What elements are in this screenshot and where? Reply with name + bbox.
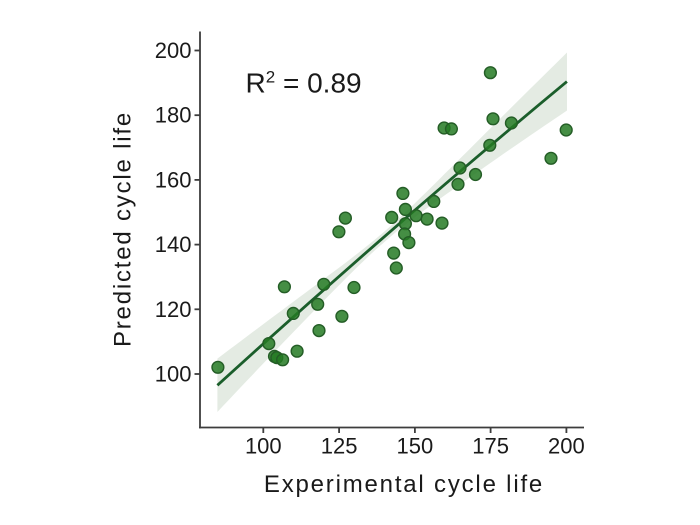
svg-text:160: 160 bbox=[155, 167, 192, 192]
svg-text:150: 150 bbox=[397, 434, 434, 459]
svg-text:200: 200 bbox=[548, 434, 585, 459]
svg-text:Predicted cycle life: Predicted cycle life bbox=[110, 111, 137, 347]
svg-text:100: 100 bbox=[155, 362, 192, 387]
svg-text:120: 120 bbox=[155, 297, 192, 322]
svg-text:125: 125 bbox=[321, 434, 358, 459]
svg-text:Experimental cycle life: Experimental cycle life bbox=[264, 471, 544, 498]
svg-text:100: 100 bbox=[245, 434, 282, 459]
svg-text:175: 175 bbox=[472, 434, 509, 459]
svg-text:180: 180 bbox=[155, 103, 192, 128]
svg-text:200: 200 bbox=[155, 38, 192, 63]
svg-text:140: 140 bbox=[155, 232, 192, 257]
svg-text:R2 = 0.89: R2 = 0.89 bbox=[246, 68, 362, 99]
